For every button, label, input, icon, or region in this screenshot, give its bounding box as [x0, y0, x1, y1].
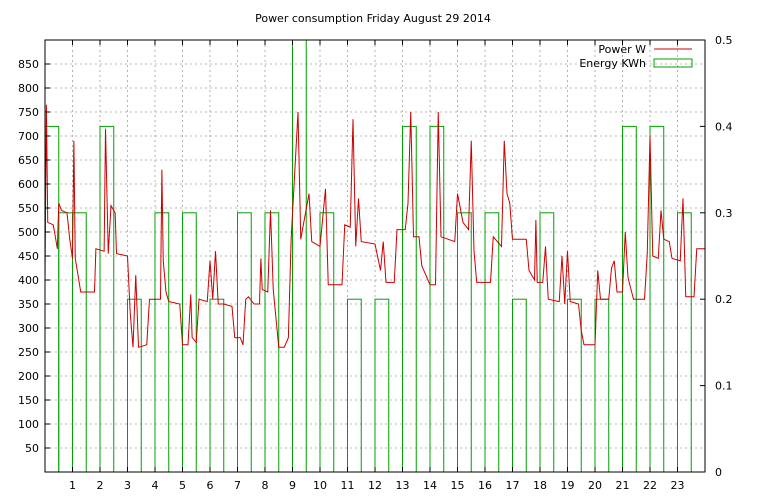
- energy-box: [457, 212, 472, 472]
- energy-box: [237, 212, 252, 472]
- energy-box: [402, 125, 417, 472]
- x-tick-label: 17: [506, 479, 520, 492]
- x-tick-label: 14: [423, 479, 437, 492]
- energy-box: [99, 125, 115, 472]
- energy-box: [182, 212, 197, 472]
- x-tick-label: 10: [313, 479, 327, 492]
- y-tick-label: 500: [18, 226, 39, 239]
- x-tick-label: 6: [207, 479, 214, 492]
- y-tick-label: 100: [18, 418, 39, 431]
- power-series: [45, 49, 705, 348]
- x-tick-label: 21: [616, 479, 630, 492]
- legend-power-label: Power W: [598, 43, 646, 56]
- y-tick-label: 50: [25, 442, 39, 455]
- energy-box: [429, 125, 445, 472]
- axes-layer: 1 2 3 4 5 6 7 8 9 10 11 12 13 14 15 16 17 18 19 20 21 22 23501…: [18, 34, 733, 492]
- y-tick-label: 850: [18, 58, 39, 71]
- x-tick-label: 18: [533, 479, 547, 492]
- y-tick-label: 650: [18, 154, 39, 167]
- y-tick-label: 600: [18, 178, 39, 191]
- energy-box: [154, 212, 170, 472]
- x-tick-label: 20: [588, 479, 602, 492]
- energy-box: [649, 125, 665, 472]
- energy-box: [567, 298, 582, 472]
- x-tick-label: 23: [671, 479, 685, 492]
- x-tick-label: 12: [368, 479, 382, 492]
- x-tick-label: 7: [234, 479, 241, 492]
- y2-tick-label: 0.4: [715, 120, 733, 133]
- energy-box: [677, 212, 692, 472]
- x-tick-label: 2: [97, 479, 104, 492]
- energy-box: [209, 298, 225, 472]
- x-tick-label: 16: [478, 479, 492, 492]
- y-tick-label: 250: [18, 346, 39, 359]
- x-tick-label: 1: [69, 479, 76, 492]
- y-tick-label: 550: [18, 202, 39, 215]
- x-tick-label: 13: [396, 479, 410, 492]
- plot-border: [44, 39, 706, 473]
- energy-box: [127, 298, 142, 472]
- x-tick-label: 11: [341, 479, 355, 492]
- energy-box: [292, 40, 307, 472]
- y-tick-label: 750: [18, 106, 39, 119]
- y-tick-label: 200: [18, 370, 39, 383]
- legend: Power W Energy KWh: [579, 43, 693, 70]
- y2-tick-label: 0.1: [715, 380, 733, 393]
- y-tick-label: 150: [18, 394, 39, 407]
- y2-tick-label: 0: [715, 466, 722, 479]
- x-tick-label: 15: [451, 479, 465, 492]
- energy-box: [374, 298, 390, 472]
- y-tick-label: 800: [18, 82, 39, 95]
- energy-box: [319, 212, 335, 472]
- x-tick-label: 5: [179, 479, 186, 492]
- x-tick-label: 4: [152, 479, 159, 492]
- energy-series: [45, 40, 692, 472]
- energy-box: [594, 298, 610, 472]
- legend-energy-label: Energy KWh: [579, 57, 646, 70]
- x-tick-label: 22: [643, 479, 657, 492]
- legend-energy-swatch: [653, 58, 693, 68]
- energy-box: [58, 212, 73, 472]
- power-line: [45, 49, 705, 348]
- x-tick-label: 19: [561, 479, 575, 492]
- x-tick-label: 3: [124, 479, 131, 492]
- energy-box: [347, 298, 362, 472]
- y2-tick-label: 0.5: [715, 34, 733, 47]
- y-tick-label: 450: [18, 250, 39, 263]
- y-tick-label: 300: [18, 322, 39, 335]
- x-tick-label: 9: [289, 479, 296, 492]
- y2-tick-label: 0.3: [715, 207, 733, 220]
- y-tick-label: 700: [18, 130, 39, 143]
- energy-box: [72, 212, 87, 472]
- y-tick-label: 400: [18, 274, 39, 287]
- y2-tick-label: 0.2: [715, 293, 733, 306]
- energy-box: [512, 298, 527, 472]
- x-tick-label: 8: [262, 479, 269, 492]
- y-tick-label: 350: [18, 298, 39, 311]
- chart-title: Power consumption Friday August 29 2014: [255, 12, 491, 25]
- energy-box: [539, 212, 555, 472]
- energy-box: [484, 212, 500, 472]
